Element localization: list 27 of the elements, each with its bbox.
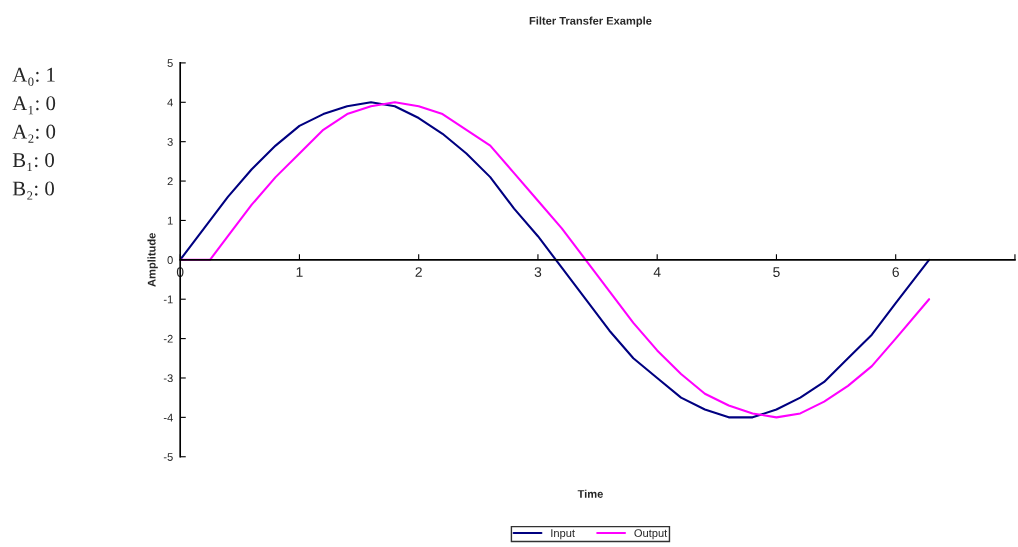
- chart-title: Filter Transfer Example: [529, 16, 652, 27]
- y-tick-label: 1: [167, 216, 173, 225]
- y-tick-label: 5: [167, 59, 173, 68]
- y-tick-label: -2: [163, 334, 173, 343]
- text: B₁: 0: [12, 153, 54, 172]
- y-tick-label: -5: [163, 453, 173, 461]
- x-tick-label: 2: [415, 267, 422, 277]
- x-tick-label: 4: [653, 267, 661, 277]
- y-tick-label: 3: [167, 137, 173, 146]
- x-tick-label: 6: [892, 267, 899, 277]
- y-axis-title: Amplitude: [147, 233, 158, 287]
- y-tick-label: 4: [167, 98, 173, 107]
- text: B₂: 0: [12, 181, 54, 200]
- y-tick-label: 2: [167, 177, 173, 186]
- x-tick-label: 3: [534, 267, 542, 277]
- legend-label: Output: [634, 529, 668, 540]
- x-tick-label: 1: [296, 267, 303, 277]
- x-axis-title: Time: [577, 489, 603, 498]
- text: A₀: 1: [12, 67, 55, 86]
- legend-label: Input: [551, 529, 575, 540]
- y-tick-label: 0: [167, 256, 173, 264]
- y-tick-label: -4: [163, 413, 173, 422]
- y-tick-label: -1: [163, 295, 173, 304]
- text: A₁: 0: [12, 96, 56, 115]
- text: A₂: 0: [12, 124, 56, 143]
- y-tick-label: -3: [163, 374, 173, 383]
- x-tick-label: 5: [773, 267, 780, 277]
